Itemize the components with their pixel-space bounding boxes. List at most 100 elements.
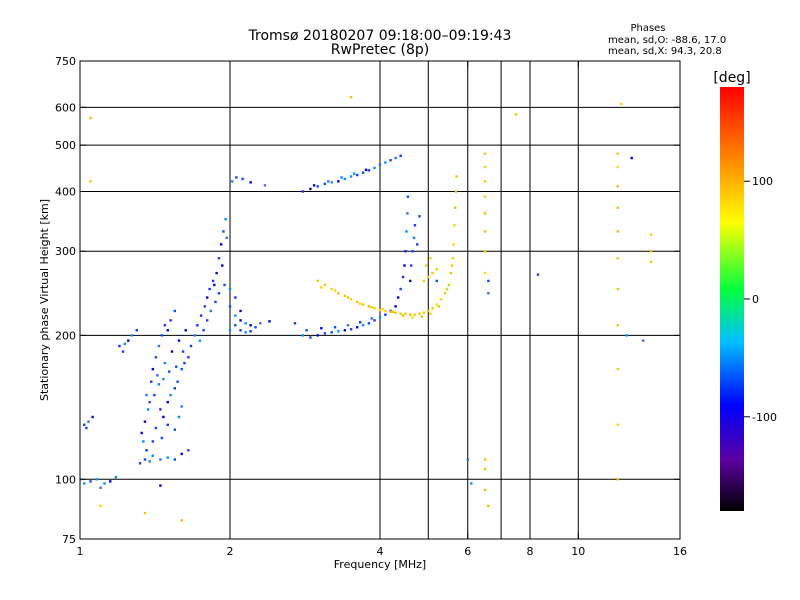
- x-trace-point: [424, 264, 428, 267]
- x-trace-point: [404, 312, 407, 315]
- x-trace-point: [649, 260, 653, 264]
- x-trace-point: [483, 195, 487, 198]
- o-trace-point: [91, 415, 94, 419]
- o-trace-point: [123, 342, 126, 346]
- o-trace-point: [384, 313, 387, 316]
- chart-subtitle: RwPretec (8p): [331, 42, 429, 58]
- o-trace-point: [183, 361, 186, 365]
- o-trace-point: [175, 365, 178, 368]
- o-trace-point: [244, 322, 247, 325]
- o-trace-point: [630, 156, 633, 160]
- o-trace-point: [323, 182, 327, 186]
- o-trace-point: [244, 331, 247, 334]
- o-trace-point: [166, 456, 169, 459]
- o-trace-point: [109, 480, 112, 483]
- o-trace-point: [239, 329, 242, 332]
- grid-lines: [80, 61, 680, 539]
- x-trace-point: [346, 296, 350, 299]
- x-trace-point: [422, 279, 426, 283]
- o-trace-point: [199, 314, 203, 317]
- o-trace-point: [163, 361, 167, 365]
- o-trace-point: [373, 319, 376, 322]
- o-trace-point: [378, 163, 382, 166]
- y-tick-label: 500: [55, 139, 76, 152]
- o-trace-point: [327, 180, 330, 183]
- o-trace-point: [320, 327, 323, 330]
- o-trace-point: [135, 329, 138, 332]
- o-trace-point: [151, 440, 155, 443]
- x-trace-point: [449, 271, 453, 275]
- o-trace-point: [211, 279, 215, 283]
- o-trace-point: [239, 309, 242, 313]
- o-trace-point: [160, 334, 164, 337]
- phase-stats-title: Phases: [630, 23, 665, 34]
- o-trace-point: [187, 449, 190, 452]
- o-trace-point: [370, 317, 373, 320]
- o-trace-point: [466, 458, 469, 461]
- o-trace-point: [239, 319, 242, 322]
- o-trace-point: [166, 423, 169, 427]
- x-trace-point: [483, 271, 487, 275]
- x-trace-point: [616, 165, 619, 169]
- x-trace-point: [89, 180, 92, 183]
- x-trace-point: [455, 175, 458, 178]
- o-trace-point: [213, 283, 216, 287]
- o-trace-point: [409, 279, 412, 283]
- o-trace-point: [418, 215, 421, 218]
- o-trace-point: [309, 336, 312, 339]
- o-trace-point: [487, 292, 490, 295]
- x-trace-point: [437, 305, 441, 308]
- o-trace-point: [228, 287, 232, 291]
- o-trace-point: [173, 458, 177, 461]
- o-trace-point: [154, 356, 158, 359]
- o-trace-point: [163, 324, 167, 327]
- o-trace-point: [127, 339, 130, 342]
- o-trace-point: [268, 320, 271, 323]
- colorbar-tick-label: 0: [752, 293, 759, 306]
- o-trace-point: [301, 334, 305, 337]
- o-trace-point: [150, 380, 153, 383]
- x-tick-label: 4: [377, 545, 384, 558]
- o-trace-point: [249, 330, 252, 333]
- o-trace-point: [214, 300, 217, 304]
- x-trace-point: [333, 289, 337, 292]
- o-trace-point: [340, 176, 343, 179]
- o-trace-point: [259, 322, 262, 325]
- colorbar-tick-label: 100: [752, 175, 773, 188]
- o-trace-point: [361, 324, 365, 327]
- o-trace-point: [189, 344, 193, 348]
- o-trace-point: [162, 415, 165, 419]
- o-trace-point: [337, 330, 340, 333]
- x-tick-label: 2: [227, 545, 234, 558]
- o-trace-point: [215, 271, 218, 275]
- o-trace-point: [162, 377, 165, 381]
- o-trace-point: [222, 230, 225, 233]
- y-tick-label: 100: [55, 473, 76, 486]
- x-trace-point: [483, 165, 487, 169]
- o-trace-point: [167, 370, 171, 373]
- y-tick-label: 75: [62, 533, 76, 546]
- x-trace-point: [370, 306, 373, 309]
- o-trace-point: [223, 283, 226, 287]
- colorbar-label: [deg]: [713, 70, 750, 86]
- x-trace-point: [316, 279, 319, 283]
- x-trace-point: [443, 292, 447, 295]
- y-tick-label: 400: [55, 185, 76, 198]
- o-trace-point: [316, 185, 319, 188]
- o-trace-point: [173, 387, 177, 390]
- x-trace-point: [409, 313, 412, 316]
- x-trace-point: [439, 298, 443, 301]
- o-trace-point: [413, 224, 417, 227]
- x-tick-label: 6: [464, 545, 471, 558]
- x-trace-point: [422, 311, 426, 314]
- x-trace-point: [361, 303, 365, 306]
- o-trace-point: [349, 328, 353, 331]
- o-trace-point: [145, 449, 148, 452]
- o-trace-point: [177, 415, 181, 419]
- x-trace-point: [616, 367, 619, 371]
- colorbar-ticks: 100 0 -100: [744, 175, 777, 424]
- o-trace-point: [89, 480, 92, 483]
- x-trace-point: [453, 206, 457, 209]
- o-trace-point: [536, 273, 540, 276]
- x-trace-point: [367, 305, 371, 308]
